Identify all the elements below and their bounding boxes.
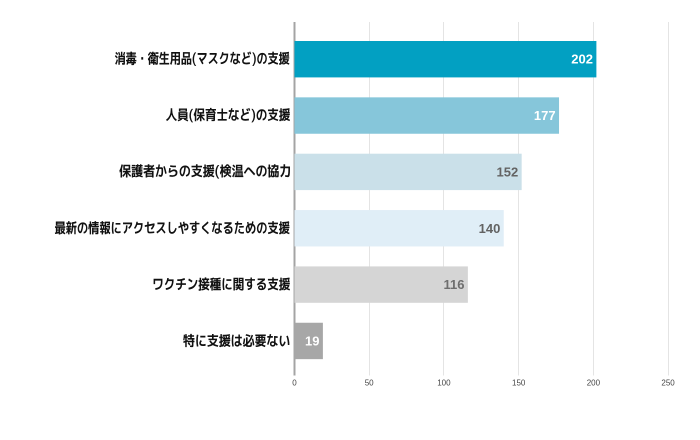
svg-text:250: 250 [661, 379, 675, 388]
svg-text:19: 19 [305, 333, 319, 348]
svg-text:50: 50 [365, 379, 374, 388]
svg-text:152: 152 [497, 164, 519, 179]
svg-text:150: 150 [512, 379, 526, 388]
svg-text:200: 200 [587, 379, 601, 388]
svg-text:116: 116 [443, 277, 464, 292]
svg-text:0: 0 [292, 379, 297, 388]
svg-text:202: 202 [571, 52, 593, 67]
svg-text:177: 177 [534, 108, 556, 123]
svg-text:100: 100 [437, 379, 451, 388]
svg-text:140: 140 [479, 221, 501, 236]
